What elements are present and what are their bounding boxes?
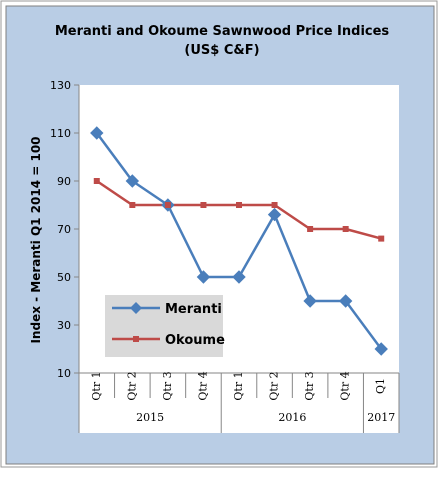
x-category-label: Qtr 2 xyxy=(125,371,138,400)
axes: 10 30 50 70 90 110 130 Qtr 1 Qtr 2 Qtr 3 Qtr 4 Qtr … xyxy=(50,79,400,433)
x-category-label: Qtr 2 xyxy=(268,371,281,400)
legend-marker-okoume xyxy=(133,336,139,342)
data-point-meranti xyxy=(232,270,246,284)
legend-label-meranti: Meranti xyxy=(165,302,222,317)
legend-marker-meranti xyxy=(130,302,142,314)
x-category-label: Qtr 4 xyxy=(339,371,352,400)
data-point-okoume xyxy=(93,178,100,184)
data-point-meranti xyxy=(374,342,388,356)
data-point-meranti xyxy=(90,126,104,140)
series-layer xyxy=(90,126,388,356)
year-label: 2016 xyxy=(278,411,306,424)
data-point-okoume xyxy=(236,202,242,208)
x-category-label: Qtr 3 xyxy=(161,371,174,400)
x-category-label: Q1 xyxy=(374,378,387,394)
data-point-okoume xyxy=(129,202,136,208)
data-point-okoume xyxy=(200,202,207,208)
y-tick-label: 110 xyxy=(50,127,71,140)
year-labels: 2015 2016 2017 xyxy=(78,398,400,433)
y-tick-label: 70 xyxy=(57,223,71,236)
y-axis-label: Index - Meranti Q1 2014 = 100 xyxy=(29,136,43,343)
data-point-meranti xyxy=(303,294,317,308)
data-point-okoume xyxy=(342,226,349,232)
data-point-okoume xyxy=(378,235,385,242)
legend-box xyxy=(105,295,223,357)
y-tick-label: 50 xyxy=(57,271,71,284)
chart-subtitle: (US$ C&F) xyxy=(184,43,259,58)
x-category-label: Qtr 1 xyxy=(232,371,245,400)
data-point-okoume xyxy=(271,202,278,208)
data-point-meranti xyxy=(125,174,140,188)
data-point-okoume xyxy=(307,226,314,232)
legend-label-okoume: Okoume xyxy=(165,333,225,348)
chart-title: Meranti and Okoume Sawnwood Price Indice… xyxy=(55,24,390,39)
year-label: 2015 xyxy=(136,411,164,424)
x-category-label: Qtr 4 xyxy=(196,371,209,400)
y-tick-label: 30 xyxy=(57,319,71,332)
y-tick-label: 10 xyxy=(57,367,71,380)
data-point-meranti xyxy=(267,207,282,222)
legend: Meranti Okoume xyxy=(105,295,225,357)
data-point-meranti xyxy=(338,294,353,308)
y-tick-label: 130 xyxy=(50,79,71,92)
data-point-meranti xyxy=(196,270,211,284)
y-tick-label: 90 xyxy=(57,175,71,188)
plot-area xyxy=(79,85,399,433)
data-point-okoume xyxy=(164,202,171,208)
x-category-label: Qtr 3 xyxy=(303,371,316,400)
x-category-label: Qtr 1 xyxy=(90,371,103,400)
year-label: 2017 xyxy=(367,411,395,424)
